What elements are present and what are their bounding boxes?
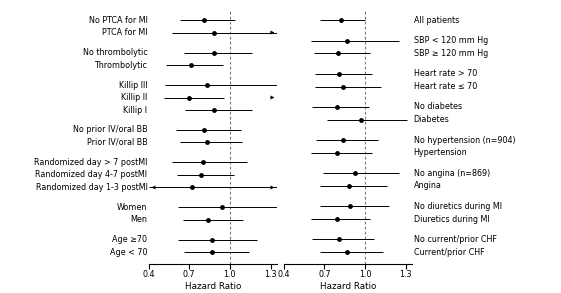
Text: Randomized day > 7 postMI: Randomized day > 7 postMI xyxy=(34,158,148,167)
X-axis label: Hazard Ratio: Hazard Ratio xyxy=(320,282,376,291)
Text: Killip I: Killip I xyxy=(123,105,148,115)
Text: Men: Men xyxy=(131,215,148,224)
Text: No diuretics during MI: No diuretics during MI xyxy=(413,202,502,211)
Text: No current/prior CHF: No current/prior CHF xyxy=(413,235,496,244)
Text: No prior IV/oral BB: No prior IV/oral BB xyxy=(73,125,148,134)
Text: Prior IV/oral BB: Prior IV/oral BB xyxy=(86,138,148,147)
X-axis label: Hazard Ratio: Hazard Ratio xyxy=(185,282,241,291)
Text: Women: Women xyxy=(117,203,148,212)
Text: Diuretics during MI: Diuretics during MI xyxy=(413,214,489,224)
Text: Current/prior CHF: Current/prior CHF xyxy=(413,248,484,257)
Text: No PTCA for MI: No PTCA for MI xyxy=(89,16,148,25)
Text: Randomized day 1-3 postMI: Randomized day 1-3 postMI xyxy=(35,183,148,192)
Text: SBP < 120 mm Hg: SBP < 120 mm Hg xyxy=(413,36,488,45)
Text: Randomized day 4-7 postMI: Randomized day 4-7 postMI xyxy=(35,171,148,180)
Text: No diabetes: No diabetes xyxy=(413,103,462,111)
Text: PTCA for MI: PTCA for MI xyxy=(102,28,148,37)
Text: SBP ≥ 120 mm Hg: SBP ≥ 120 mm Hg xyxy=(413,49,488,58)
Text: All patients: All patients xyxy=(413,16,459,25)
Text: No hypertension (n=904): No hypertension (n=904) xyxy=(413,136,515,144)
Text: Hypertension: Hypertension xyxy=(413,148,467,157)
Text: Age < 70: Age < 70 xyxy=(110,248,148,257)
Text: No angina (n=869): No angina (n=869) xyxy=(413,169,490,178)
Text: Angina: Angina xyxy=(413,181,442,190)
Text: Heart rate > 70: Heart rate > 70 xyxy=(413,69,477,78)
Text: Heart rate ≤ 70: Heart rate ≤ 70 xyxy=(413,82,477,91)
Text: No thrombolytic: No thrombolytic xyxy=(82,48,148,57)
Text: Diabetes: Diabetes xyxy=(413,115,449,124)
Text: Killip III: Killip III xyxy=(119,81,148,90)
Text: Killip II: Killip II xyxy=(121,93,148,102)
Text: Age ≥70: Age ≥70 xyxy=(112,236,148,244)
Text: Thrombolytic: Thrombolytic xyxy=(94,61,148,69)
